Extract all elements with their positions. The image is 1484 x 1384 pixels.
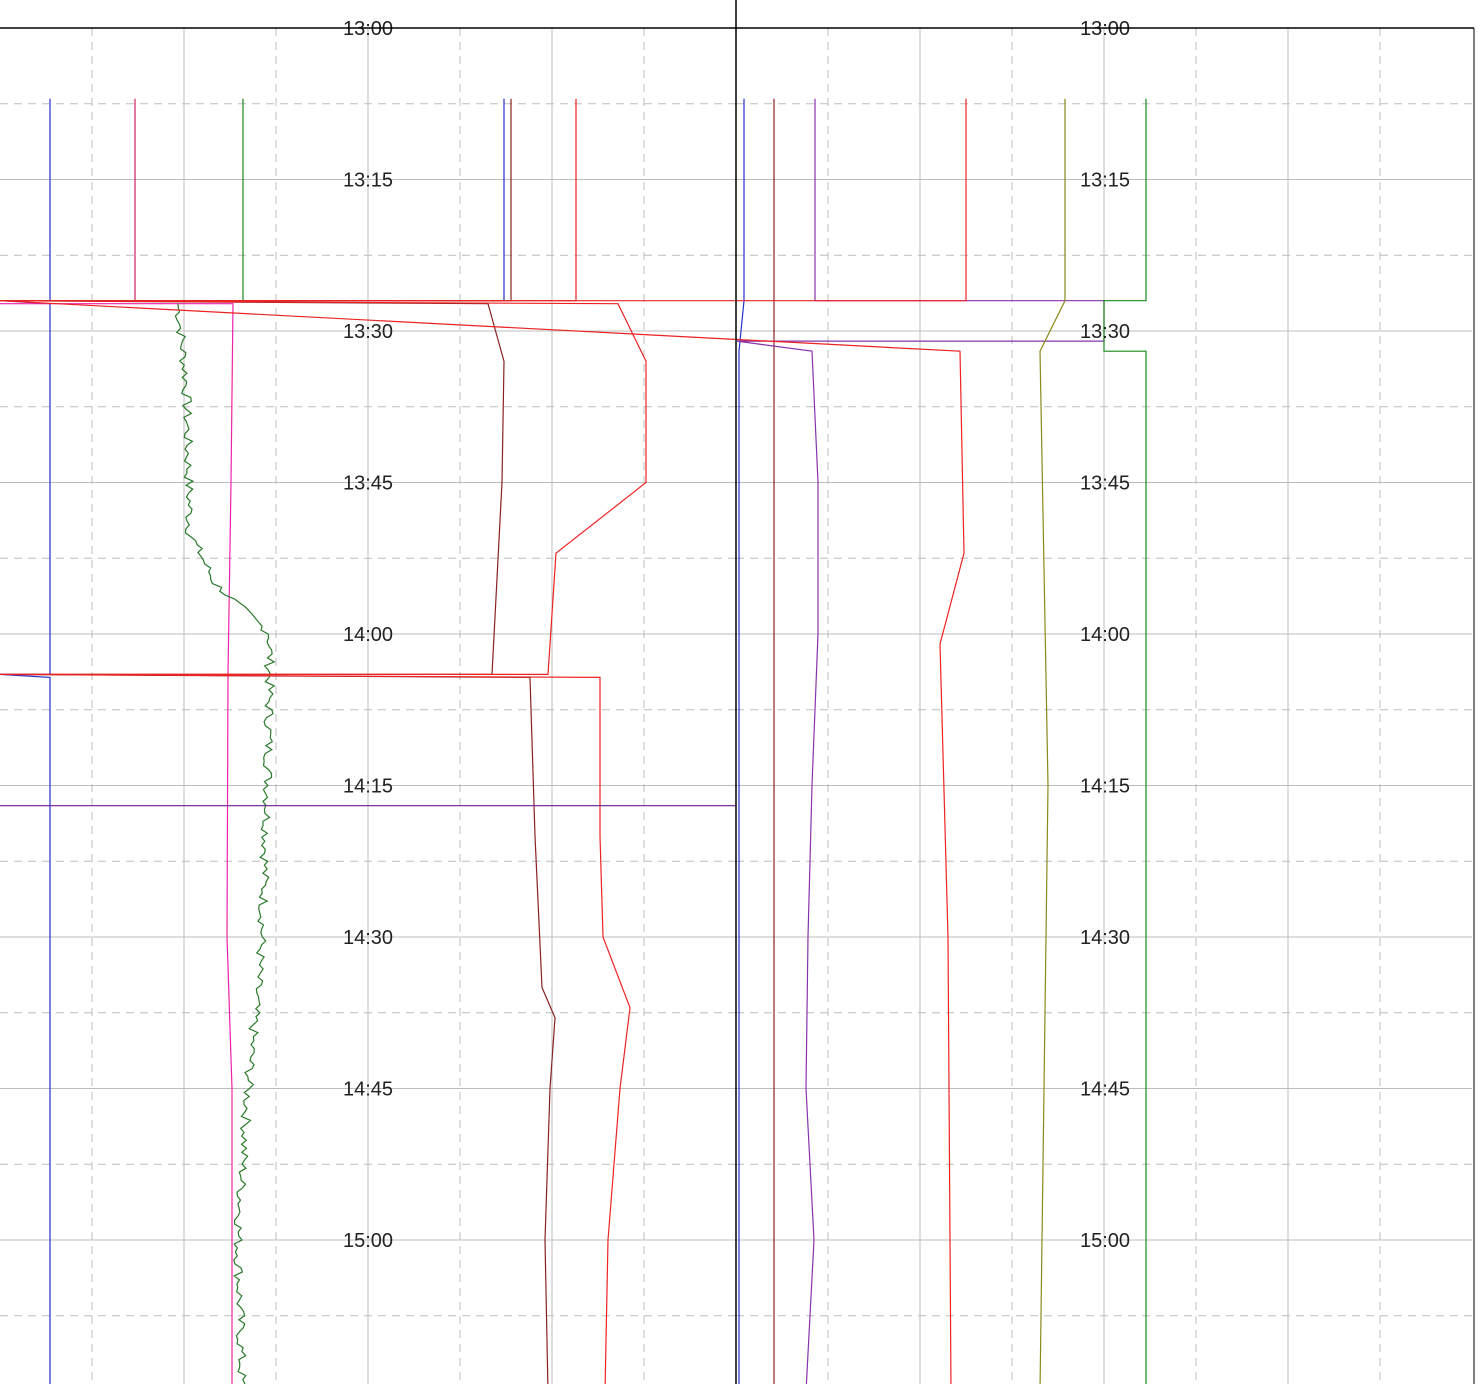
time-label: 14:15 — [343, 776, 393, 798]
series-line-0-0 — [0, 98, 51, 1384]
time-label: 13:00 — [1080, 18, 1130, 40]
series-line-0-3 — [0, 303, 234, 1384]
time-label: 13:15 — [1080, 170, 1130, 192]
time-label: 15:00 — [1080, 1230, 1130, 1252]
chart-series — [0, 98, 1147, 1384]
time-label: 14:45 — [343, 1079, 393, 1101]
time-label: 13:00 — [343, 18, 393, 40]
series-line-1-5 — [1103, 98, 1147, 1384]
time-label: 14:00 — [343, 624, 393, 646]
series-line-0-4 — [174, 303, 276, 1384]
series-line-0-1 — [0, 98, 136, 302]
time-label: 14:30 — [1080, 927, 1130, 949]
series-line-1-0 — [738, 98, 745, 1384]
series-line-0-2 — [0, 98, 244, 302]
time-label: 15:00 — [343, 1230, 393, 1252]
time-label: 14:45 — [1080, 1079, 1130, 1101]
time-label: 15:15 — [1080, 1382, 1130, 1384]
time-label: 13:15 — [343, 170, 393, 192]
series-line-0-6 — [0, 98, 556, 1384]
time-label: 15:15 — [343, 1382, 393, 1384]
time-label: 13:30 — [343, 321, 393, 343]
time-label: 13:45 — [1080, 473, 1130, 495]
time-labels: 13:00 13:15 13:30 13:45 14:00 14:15 14:30 14:45… — [343, 18, 1130, 1384]
series-line-1-4 — [1039, 98, 1066, 1384]
series-line-1-3 — [0, 98, 967, 1384]
chart-grid — [0, 27, 1472, 1384]
time-label: 14:00 — [1080, 624, 1130, 646]
time-label: 13:30 — [1080, 321, 1130, 343]
time-label: 14:15 — [1080, 776, 1130, 798]
series-line-0-7 — [0, 98, 647, 1384]
time-label: 14:30 — [343, 927, 393, 949]
series-line-0-5 — [0, 98, 505, 302]
time-label: 13:45 — [343, 473, 393, 495]
